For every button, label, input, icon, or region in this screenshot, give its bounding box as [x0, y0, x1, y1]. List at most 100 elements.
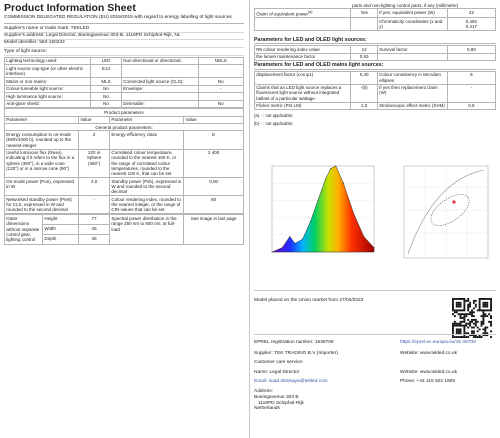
type-header: Type of light source: — [4, 49, 244, 56]
type-value: No — [90, 99, 123, 109]
care-website[interactable]: Website: www.tekled.co.uk — [400, 369, 457, 375]
type-value: - — [197, 84, 245, 94]
claim-table: parts and non-lighting control parts, if… — [253, 2, 497, 32]
general-value: 2,0 — [78, 177, 111, 197]
mains-row: Claims that an LED light source replaces… — [253, 83, 497, 103]
mains-param: Colour consistency in McAdam ellipses — [376, 70, 448, 85]
type-value: E14 — [90, 64, 123, 79]
type-value — [197, 92, 245, 101]
type-row: Colour-tuneable light source: No Envelope:… — [3, 84, 245, 94]
type-row: Mains or non-mains: MLS Connected light so… — [3, 77, 245, 86]
type-value: LED — [90, 56, 123, 66]
data-point — [302, 238, 304, 240]
mains-value: 0,9 — [446, 101, 497, 111]
mains-param: Claims that an LED light source replaces… — [253, 83, 352, 103]
eprel-link[interactable]: https://eprel.ec.europa.eu/15 36709 — [400, 340, 476, 345]
type-param: Non-directional or directional: — [121, 56, 199, 66]
supplier-name: Supplier's name or trade mark: TEKLED — [4, 26, 244, 34]
spectral-label: Spectral power distribution in the range… — [109, 214, 185, 246]
equiv-value: 22 — [446, 8, 497, 19]
data-point — [281, 247, 283, 249]
general-param: Networked standby power (Pnet) for CLS, … — [3, 195, 80, 215]
dims-row-value: 45 — [78, 234, 111, 246]
market-date: Model placed on the Union market from 27… — [254, 298, 364, 303]
data-point — [309, 221, 311, 223]
type-param: Anti-glare shield: — [3, 99, 92, 109]
supplier-line: Supplier: TEK TRADING B.V (Importer) — [254, 350, 338, 356]
type-param: Connected light source (CLS): — [121, 77, 199, 86]
led-row: the lumen maintenance factor 0,93 — [253, 52, 497, 62]
data-point — [363, 236, 365, 238]
mains-value: 1,0 — [350, 101, 378, 111]
mains-param: displacement factor (cos φ1) — [253, 70, 352, 85]
data-point — [373, 247, 375, 249]
type-param: Mains or non-mains: — [3, 77, 92, 86]
mains-param: If yes then replacement claim (W) — [376, 83, 448, 103]
mains-value: 0,40 — [350, 70, 378, 85]
type-param: High luminance light source: — [3, 92, 92, 101]
data-point — [353, 212, 355, 214]
general-value: 0,00 — [183, 177, 244, 197]
address-line: 1119PD Schiphol-Rijk — [258, 400, 304, 406]
led-param: Survival factor — [376, 44, 448, 54]
general-value: E — [183, 130, 244, 150]
led-table: R9 colour rendering index value 12 Surviva… — [253, 44, 497, 62]
macadam-ellipse — [430, 194, 470, 226]
claim-value: Yes — [350, 8, 378, 19]
type-row: Anti-glare shield: No Dimmable: No — [3, 99, 245, 109]
chroma-values: 0,492 0,417 — [446, 17, 497, 32]
led-value: 12 — [350, 44, 378, 54]
data-point — [289, 236, 291, 238]
type-row: High luminance light source: No — [3, 92, 245, 101]
column-divider — [249, 0, 250, 438]
mains-row: Flicker metric (Pst LM) 1,0 Stroboscopic e… — [253, 101, 497, 111]
type-value: No — [90, 84, 123, 94]
params-table: Product parameters Parameter Value Param… — [3, 107, 244, 215]
led-param: R9 colour rendering index value — [253, 44, 352, 54]
mains-value: -(b) — [350, 83, 378, 103]
general-value: 80 — [183, 195, 244, 215]
spectral-distribution-chart — [271, 165, 375, 253]
dims-row-label: Width — [42, 224, 80, 236]
footnote: (a) - : not applicable; — [254, 113, 294, 119]
general-row: On-mode power (Pon), expressed in W 2,0 St… — [3, 177, 244, 197]
page-title: Product Information Sheet — [4, 2, 136, 14]
type-param — [121, 92, 199, 101]
type-param: Colour-tuneable light source: — [3, 84, 92, 94]
general-row: Networked standby power (Pnet) for CLS, … — [3, 195, 244, 215]
section-divider — [254, 290, 496, 291]
data-point — [330, 168, 332, 170]
led-value: 0,93 — [350, 52, 378, 62]
type-param — [121, 64, 199, 79]
fragment-text: parts and non-lighting control parts, if… — [352, 2, 459, 8]
general-header: General product parameters: — [4, 122, 244, 132]
care-phone: Phone: +44 115 922 1605 — [400, 379, 455, 384]
col-header-parameter: Parameter — [3, 115, 80, 125]
led-value: 0,90 — [446, 44, 497, 54]
data-point — [335, 165, 337, 167]
chromaticity-point — [452, 200, 456, 204]
data-point — [342, 182, 344, 184]
regulation-text: COMMISSION DELEGATED REGULATION (EU) 201… — [4, 15, 244, 24]
type-value: No — [90, 92, 123, 101]
col-header-value: Value — [78, 115, 111, 125]
general-param: On-mode power (Pon), expressed in W — [3, 177, 80, 197]
address-label: Address: — [254, 388, 273, 394]
general-param: Colour rendering index, rounded to the n… — [109, 195, 185, 215]
dims-row-label: Depth — [42, 234, 80, 246]
data-point — [294, 242, 296, 244]
type-value: No — [197, 99, 245, 109]
col-header-parameter-2: Parameter — [109, 115, 185, 125]
supplier-website[interactable]: Website: www.tekled.co.uk — [400, 350, 457, 356]
led-row: R9 colour rendering index value 12 Surviva… — [253, 44, 497, 54]
customer-care-header: Customer care service: — [254, 360, 304, 365]
care-email[interactable]: Email: suad.oktokaya@tekled.com — [254, 379, 328, 384]
general-param: Correlated colour temperature, rounded t… — [109, 148, 185, 179]
mains-param: Stroboscopic effect metric (SVM) — [376, 101, 448, 111]
type-value: MLS — [90, 77, 123, 86]
type-row: Light source cap-type (or other electric… — [3, 64, 245, 79]
footnote: (b) - : not applicable; — [254, 121, 294, 127]
qr-code[interactable] — [452, 298, 492, 338]
led-param: the lumen maintenance factor — [253, 52, 352, 62]
data-point — [325, 178, 327, 180]
